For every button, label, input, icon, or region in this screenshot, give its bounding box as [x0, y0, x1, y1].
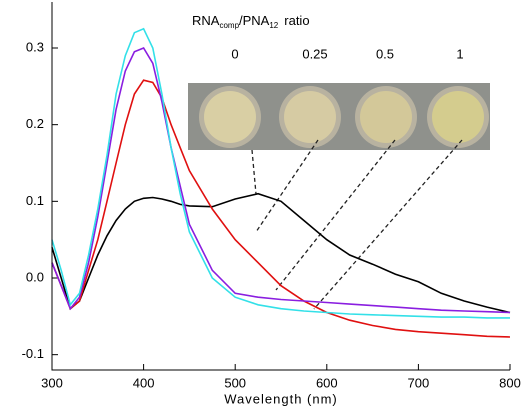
- spectrum-line: [51, 27, 510, 319]
- x-tick-label: 500: [224, 375, 246, 390]
- inset-title-part: 12: [269, 21, 278, 30]
- x-tick-label: 300: [41, 375, 63, 390]
- inset-title-part: ratio: [284, 13, 309, 28]
- x-tick-label: 600: [316, 375, 338, 390]
- arrows: [251, 139, 463, 310]
- y-tick-label: 0.3: [26, 39, 44, 54]
- inset-title-part: /PNA: [239, 13, 270, 28]
- x-axis-label: Wavelength (nm): [224, 391, 338, 406]
- legend-label: 1: [456, 46, 463, 61]
- spectrum-line: [51, 192, 511, 314]
- legend-label: 0.25: [302, 46, 327, 61]
- spectrum-line: [51, 46, 511, 314]
- x-tick-label: 700: [408, 375, 430, 390]
- legend-label: 0: [231, 46, 238, 61]
- x-tick-label: 800: [499, 375, 521, 390]
- spectrum-line: [51, 79, 511, 338]
- axes: [51, 2, 510, 371]
- y-tick-label: 0.1: [26, 193, 44, 208]
- inset-title-part: RNA: [192, 13, 220, 28]
- inset-title-part: comp: [219, 21, 239, 30]
- y-tick-label: 0.0: [26, 269, 44, 284]
- legend-label: 0.5: [376, 46, 394, 61]
- inset-photo: [188, 83, 490, 150]
- y-tick-label: -0.1: [22, 346, 44, 361]
- x-tick-label: 400: [133, 375, 155, 390]
- inset-title: RNAcomp/PNA12 ratio: [192, 13, 310, 30]
- y-tick-label: 0.2: [26, 116, 44, 131]
